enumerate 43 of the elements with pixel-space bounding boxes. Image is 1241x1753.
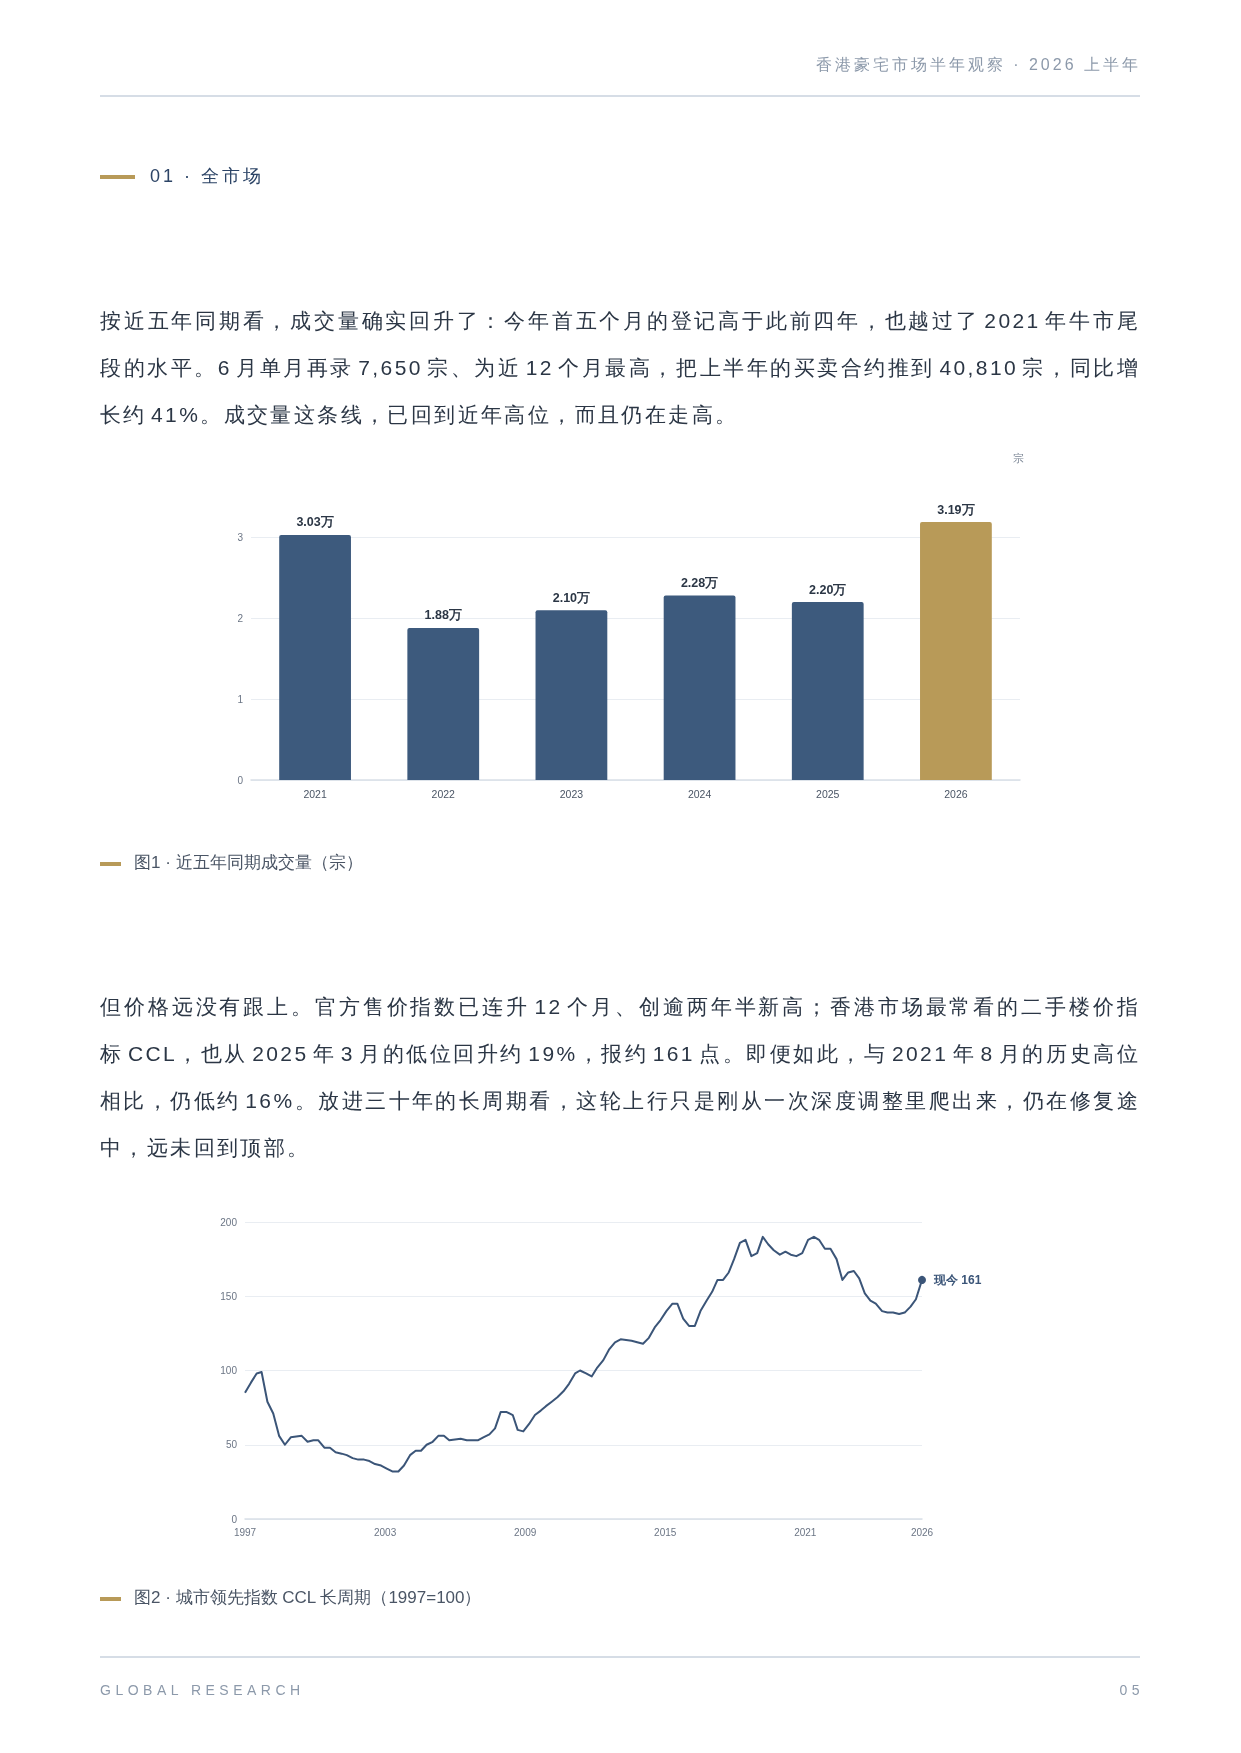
x-tick-label: 2021 bbox=[794, 1526, 817, 1538]
bar bbox=[535, 610, 608, 780]
text: 图2 · 城市领先指数 CCL 长周期（1997=100） bbox=[134, 1587, 482, 1609]
data-label: 3.19万 bbox=[937, 502, 975, 517]
x-tick-label: 2023 bbox=[559, 787, 584, 800]
x-tick-label: 2009 bbox=[514, 1526, 537, 1538]
text: 01 · 全市场 bbox=[150, 165, 265, 187]
chart-subtitle: 但价格远没有跟上。官方售价指数已连升 12 个月、创逾两年半新高；香港市场最常看的二手楼价指标 CCL，也从 2025 年 3 月的低位回升约 19%，报约 161 点。即便如此，与 2021 年 8 月的历史高位相比，仍低约 16%。放进三十年的长周期看，这轮上行只是刚从一次深度调整里爬出来，仍在修复途中，远未回到顶部。 bbox=[100, 994, 1140, 1161]
x-tick-label: 1997 bbox=[233, 1526, 257, 1538]
bar bbox=[663, 595, 736, 780]
y-tick-label: 0 bbox=[231, 1513, 238, 1525]
bar bbox=[791, 602, 864, 780]
y-tick-label: 200 bbox=[220, 1216, 238, 1228]
text: 香港豪宅市场半年观察 · 2026 上半年 bbox=[815, 55, 1141, 75]
annotation: 现今 161 bbox=[933, 1272, 982, 1287]
text: 05 bbox=[1119, 1681, 1144, 1700]
y-tick-label: 3 bbox=[237, 531, 244, 543]
x-tick-label: 2024 bbox=[687, 787, 712, 800]
chart-subtitle: 按近五年同期看，成交量确实回升了：今年首五个月的登记高于此前四年，也越过了 2021 年牛市尾段的水平。6 月单月再录 7,650 宗、为近 12 个月最高，把上半年的买卖合约推到 40,810 宗，同比增长约 41%。成交量这条线，已回到近年高位，而且仍在走高。 bbox=[100, 308, 1140, 428]
bar bbox=[920, 522, 992, 780]
x-tick-label: 2021 bbox=[303, 787, 327, 800]
x-tick-label: 2026 bbox=[910, 1526, 934, 1538]
x-tick-label: 2003 bbox=[373, 1526, 397, 1538]
x-tick-label: 2022 bbox=[431, 787, 456, 800]
y-tick-label: 150 bbox=[220, 1290, 238, 1302]
y-tick-label: 1 bbox=[237, 693, 244, 705]
text: GLOBAL RESEARCH bbox=[100, 1681, 305, 1700]
y-tick-label: 0 bbox=[237, 774, 244, 786]
x-tick-label: 2015 bbox=[654, 1526, 677, 1538]
bar bbox=[407, 627, 480, 780]
data-label: 2.20万 bbox=[809, 582, 847, 597]
data-label: 1.88万 bbox=[424, 608, 462, 623]
data-label: 2.28万 bbox=[680, 576, 719, 591]
text: 图1 · 近五年同期成交量（宗） bbox=[134, 852, 363, 874]
y-tick-label: 50 bbox=[225, 1439, 238, 1451]
x-tick-label: 2025 bbox=[816, 787, 840, 800]
y-tick-label: 2 bbox=[237, 612, 244, 624]
x-tick-label: 2026 bbox=[944, 787, 968, 800]
data-label: 2.10万 bbox=[552, 590, 591, 605]
y-axis-title: 宗 bbox=[1013, 451, 1024, 464]
y-tick-label: 100 bbox=[220, 1365, 238, 1376]
bar bbox=[279, 534, 351, 780]
data-label: 3.03万 bbox=[296, 515, 334, 530]
